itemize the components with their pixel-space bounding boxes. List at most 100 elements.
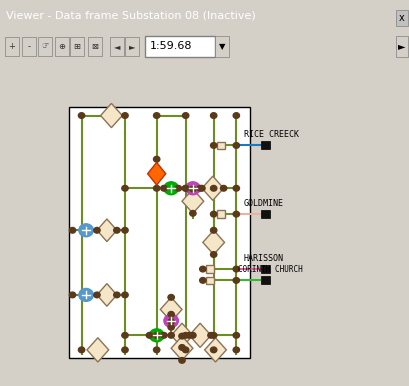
Bar [260,141,269,149]
Bar [38,37,52,56]
Circle shape [220,185,226,191]
Circle shape [153,347,160,353]
Circle shape [146,332,152,338]
Circle shape [168,332,174,338]
Text: +: + [9,42,16,51]
Polygon shape [202,176,223,200]
Polygon shape [147,163,165,185]
Circle shape [233,266,239,272]
Bar [214,36,229,56]
Circle shape [78,113,85,119]
Polygon shape [100,103,122,128]
Circle shape [164,182,178,195]
Text: x: x [398,13,404,23]
Bar [22,37,36,56]
Bar [70,37,84,56]
Circle shape [149,329,164,342]
Circle shape [233,211,239,217]
Text: ►: ► [397,41,405,51]
Circle shape [69,292,76,298]
Circle shape [210,227,216,233]
Circle shape [160,332,167,338]
Text: HARISSON: HARISSON [243,254,283,263]
Circle shape [182,113,188,119]
Circle shape [168,295,174,300]
Bar [216,142,225,149]
Circle shape [78,347,85,353]
Text: 1:59.68: 1:59.68 [150,41,192,51]
Circle shape [233,142,239,148]
Polygon shape [171,323,192,347]
Polygon shape [160,297,182,322]
Bar [55,37,69,56]
Circle shape [210,113,216,119]
Text: ☞: ☞ [41,42,49,51]
Circle shape [178,357,185,363]
Text: GOLDMINE: GOLDMINE [243,199,283,208]
Circle shape [185,182,200,195]
Circle shape [199,278,205,283]
Circle shape [153,185,160,191]
Circle shape [182,347,188,353]
Circle shape [168,319,174,324]
Circle shape [189,210,196,216]
Polygon shape [97,219,117,242]
Text: -: - [27,42,30,51]
Circle shape [121,332,128,338]
Bar [88,37,102,56]
Circle shape [196,185,203,191]
Circle shape [121,292,128,298]
Polygon shape [87,338,108,362]
Circle shape [207,332,213,338]
Circle shape [153,156,160,162]
Circle shape [233,332,239,338]
Circle shape [210,347,216,353]
Bar [216,210,225,218]
Text: ►: ► [128,42,135,51]
Text: ⊕: ⊕ [58,42,65,51]
Bar [110,37,124,56]
Circle shape [182,185,188,191]
Circle shape [210,142,216,148]
Bar [145,36,214,56]
Bar [205,266,213,273]
Circle shape [189,186,196,192]
Text: CORINTH CHURCH: CORINTH CHURCH [238,265,302,274]
Circle shape [182,332,188,338]
Circle shape [189,332,196,338]
Bar [395,10,407,26]
Polygon shape [189,323,211,347]
Bar [69,107,249,358]
Polygon shape [171,336,192,361]
Circle shape [210,252,216,257]
Text: ▼: ▼ [218,42,225,51]
Circle shape [121,347,128,353]
Circle shape [233,347,239,353]
Circle shape [210,185,216,191]
Text: ◄: ◄ [113,42,120,51]
Circle shape [168,324,174,330]
Circle shape [233,185,239,191]
Circle shape [182,185,188,191]
Circle shape [160,185,167,191]
Circle shape [233,278,239,283]
Text: ⊞: ⊞ [73,42,80,51]
Circle shape [199,266,205,272]
Polygon shape [202,230,224,254]
Circle shape [153,113,160,119]
Bar [125,37,139,56]
Bar [260,265,269,273]
Polygon shape [97,284,117,306]
Bar [260,210,269,218]
Circle shape [233,113,239,119]
Circle shape [113,227,120,233]
Circle shape [153,332,160,338]
Text: RICE CREECK: RICE CREECK [243,130,298,139]
Circle shape [79,224,93,237]
Bar [205,277,213,284]
Text: ⊠: ⊠ [91,42,98,51]
Bar [260,276,269,284]
Circle shape [69,227,76,233]
Circle shape [198,185,204,191]
Circle shape [121,227,128,233]
